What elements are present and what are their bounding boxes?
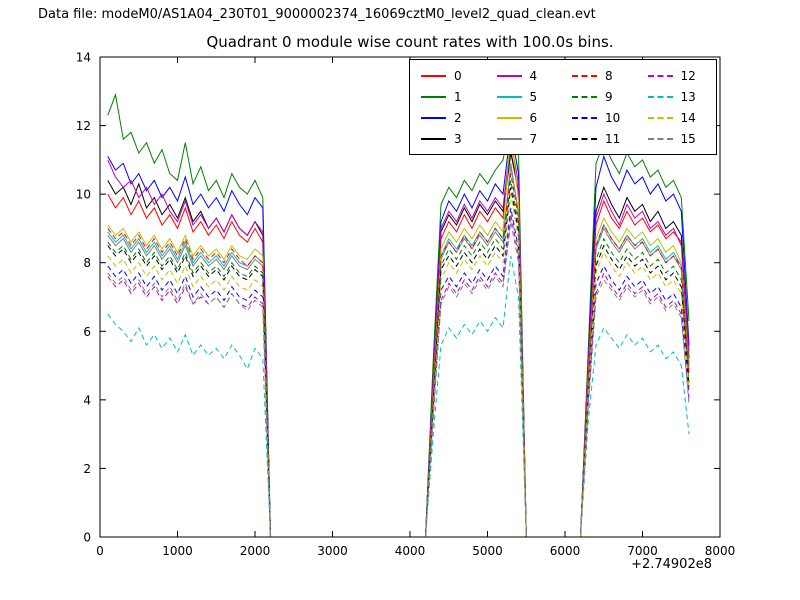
legend-line-sample	[647, 95, 673, 98]
legend-label: 8	[605, 68, 613, 83]
series-line-11	[107, 187, 690, 538]
legend-label: 6	[529, 110, 538, 125]
legend-item-2: 2	[412, 107, 488, 128]
x-axis: 0 1000 2000 3000 4000 5000 6000 7000 8000	[96, 57, 735, 558]
series-line-3	[107, 152, 690, 538]
legend-label: 13	[680, 89, 696, 104]
series-line-2	[107, 128, 690, 538]
legend-item-1: 1	[412, 86, 488, 107]
x-tick-label: 3000	[317, 544, 348, 558]
x-tick-label: 8000	[705, 544, 736, 558]
legend-item-10: 10	[563, 107, 639, 128]
legend-line-sample	[572, 116, 597, 119]
series-line-1	[107, 92, 690, 538]
y-tick-label: 8	[83, 256, 91, 270]
legend-label: 7	[529, 131, 538, 146]
legend-line-sample	[421, 116, 446, 119]
series-line-14	[107, 194, 690, 538]
legend-item-3: 3	[412, 128, 488, 149]
legend-item-6: 6	[488, 107, 564, 128]
series-line-12	[107, 214, 690, 538]
legend-line-sample	[496, 95, 522, 98]
legend-label: 3	[454, 131, 462, 146]
legend: 0 1 2 3 4 5 6 7 8 9 10 11 12 13 14 15	[409, 59, 717, 155]
legend-line-sample	[647, 74, 673, 77]
series-line-15	[107, 221, 690, 538]
data-file-label: Data file: modeM0/AS1A04_230T01_90000023…	[38, 7, 596, 22]
legend-label: 14	[680, 110, 696, 125]
x-tick-label: 0	[96, 544, 104, 558]
legend-item-5: 5	[488, 86, 564, 107]
y-tick-label: 14	[76, 51, 91, 65]
legend-item-13: 13	[639, 86, 715, 107]
legend-item-14: 14	[639, 107, 715, 128]
legend-label: 10	[605, 110, 621, 125]
series-line-6	[107, 128, 690, 538]
series-line-13	[107, 255, 690, 538]
legend-label: 12	[680, 68, 696, 83]
x-tick-label: 5000	[472, 544, 503, 558]
x-tick-label: 6000	[550, 544, 581, 558]
legend-item-15: 15	[639, 128, 715, 149]
legend-line-sample	[421, 137, 446, 140]
legend-item-4: 4	[488, 65, 564, 86]
x-axis-offset-label: +2.74902e8	[631, 557, 712, 572]
legend-item-9: 9	[563, 86, 639, 107]
legend-line-sample	[647, 116, 673, 119]
legend-line-sample	[647, 137, 673, 140]
legend-label: 1	[454, 89, 462, 104]
legend-line-sample	[496, 137, 522, 140]
legend-item-11: 11	[563, 128, 639, 149]
legend-item-12: 12	[639, 65, 715, 86]
series-line-10	[107, 207, 690, 538]
legend-line-sample	[421, 95, 446, 98]
legend-line-sample	[572, 137, 597, 140]
legend-line-sample	[421, 74, 446, 77]
legend-line-sample	[496, 74, 522, 77]
legend-item-0: 0	[412, 65, 488, 86]
x-tick-label: 7000	[627, 544, 658, 558]
legend-label: 11	[605, 131, 621, 146]
chart-title: Quadrant 0 module wise count rates with …	[206, 33, 614, 51]
y-tick-label: 6	[83, 325, 91, 339]
series-lines	[107, 92, 690, 538]
series-line-0	[107, 149, 690, 538]
legend-item-8: 8	[563, 65, 639, 86]
legend-label: 9	[605, 89, 613, 104]
legend-line-sample	[572, 74, 597, 77]
x-tick-label: 1000	[162, 544, 193, 558]
legend-line-sample	[572, 95, 597, 98]
series-line-4	[107, 139, 690, 538]
y-tick-label: 4	[83, 393, 91, 407]
y-tick-label: 2	[83, 462, 91, 476]
legend-label: 15	[680, 131, 696, 146]
legend-item-7: 7	[488, 128, 564, 149]
series-line-9	[107, 180, 690, 538]
y-tick-label: 0	[83, 531, 91, 545]
x-tick-label: 4000	[395, 544, 426, 558]
x-tick-label: 2000	[240, 544, 271, 558]
legend-label: 4	[529, 68, 538, 83]
legend-label: 2	[454, 110, 462, 125]
y-tick-label: 12	[76, 119, 91, 133]
y-tick-label: 10	[76, 188, 91, 202]
legend-line-sample	[496, 116, 522, 119]
legend-label: 0	[454, 68, 462, 83]
legend-label: 5	[529, 89, 538, 104]
series-line-8	[107, 173, 690, 538]
